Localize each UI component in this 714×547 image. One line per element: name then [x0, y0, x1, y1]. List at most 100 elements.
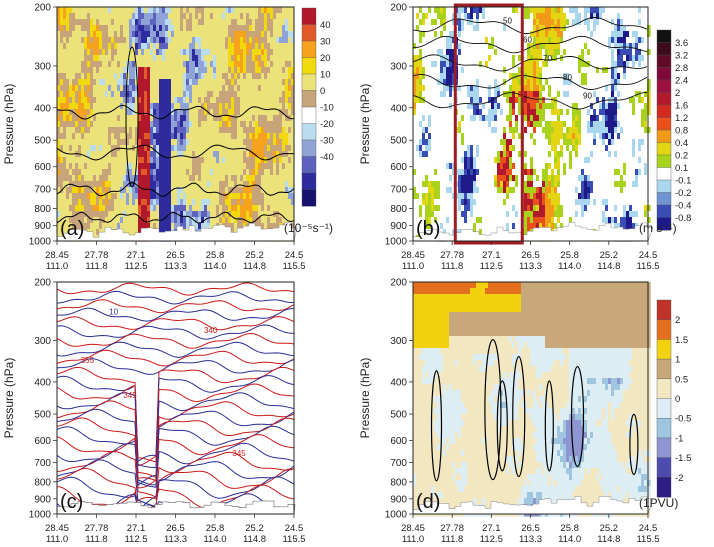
- heatmap-cell: [150, 61, 154, 68]
- heatmap-cell: [72, 217, 76, 224]
- heatmap-cell: [470, 91, 474, 98]
- heatmap-cell: [84, 121, 88, 128]
- heatmap-cell: [138, 151, 142, 158]
- heatmap-cell: [249, 115, 253, 122]
- heatmap-cell: [419, 145, 423, 152]
- heatmap-cell: [231, 25, 235, 32]
- heatmap-cell: [605, 79, 609, 86]
- heatmap-cell: [527, 7, 531, 14]
- heatmap-cell: [183, 19, 187, 26]
- heatmap-cell: [416, 25, 420, 32]
- heatmap-cell: [234, 193, 238, 200]
- heatmap-cell: [270, 85, 274, 92]
- heatmap-cell: [195, 145, 199, 152]
- heatmap-cell: [144, 163, 148, 170]
- heatmap-cell: [587, 133, 591, 140]
- heatmap-cell: [225, 61, 229, 68]
- heatmap-cell: [222, 25, 226, 32]
- heatmap-cell: [162, 187, 166, 194]
- heatmap-cell: [548, 121, 552, 128]
- heatmap-cell: [114, 199, 118, 206]
- heatmap-cell: [57, 211, 61, 218]
- heatmap-cell: [75, 217, 79, 224]
- heatmap-cell: [150, 91, 154, 98]
- heatmap-cell: [500, 85, 504, 92]
- heatmap-cell: [491, 67, 495, 74]
- heatmap-cell: [641, 13, 645, 20]
- heatmap-cell: [273, 121, 277, 128]
- heatmap-cell: [174, 205, 178, 212]
- heatmap-cell: [249, 169, 253, 176]
- heatmap-cell: [470, 97, 474, 104]
- heatmap-cell: [572, 25, 576, 32]
- heatmap-cell: [512, 121, 516, 128]
- heatmap-cell: [512, 31, 516, 38]
- heatmap-cell: [500, 31, 504, 38]
- heatmap-cell: [72, 175, 76, 182]
- heatmap-cell: [581, 67, 585, 74]
- heatmap-cell: [72, 223, 76, 230]
- heatmap-cell: [647, 25, 651, 32]
- heatmap-cell: [213, 205, 217, 212]
- heatmap-cell: [171, 31, 175, 38]
- heatmap-cell: [246, 31, 250, 38]
- heatmap-cell: [413, 25, 417, 32]
- heatmap-cell: [66, 157, 70, 164]
- heatmap-cell: [243, 25, 247, 32]
- heatmap-cell: [174, 193, 178, 200]
- heatmap-cell: [276, 151, 280, 158]
- heatmap-cell: [243, 67, 247, 74]
- heatmap-cell: [207, 25, 211, 32]
- heatmap-cell: [467, 43, 471, 50]
- y-tick-label: 900: [34, 221, 51, 232]
- heatmap-cell: [195, 151, 199, 158]
- heatmap-cell: [141, 67, 145, 74]
- heatmap-cell: [72, 61, 76, 68]
- heatmap-cell: [413, 91, 417, 98]
- heatmap-cell: [632, 139, 636, 146]
- heatmap-cell: [156, 157, 160, 164]
- heatmap-cell: [114, 151, 118, 158]
- heatmap-cell: [566, 25, 570, 32]
- heatmap-cell: [105, 115, 109, 122]
- heatmap-cell: [126, 169, 130, 176]
- heatmap-cell: [174, 133, 178, 140]
- heatmap-cell: [237, 103, 241, 110]
- heatmap-cell: [485, 127, 489, 134]
- heatmap-cell: [93, 199, 97, 206]
- heatmap-cell: [72, 121, 76, 128]
- heatmap-cell: [291, 199, 295, 206]
- heatmap-cell: [557, 43, 561, 50]
- x-tick-label-lat: 28.45: [45, 250, 69, 261]
- heatmap-cell: [264, 151, 268, 158]
- heatmap-cell: [413, 37, 417, 44]
- heatmap-cell: [81, 37, 85, 44]
- heatmap-cell: [225, 19, 229, 26]
- heatmap-cell: [611, 115, 615, 122]
- heatmap-cell: [129, 217, 133, 224]
- heatmap-cell: [93, 13, 97, 20]
- heatmap-cell: [255, 157, 259, 164]
- heatmap-cell: [180, 103, 184, 110]
- heatmap-cell: [252, 121, 256, 128]
- heatmap-cell: [500, 37, 504, 44]
- heatmap-cell: [255, 133, 259, 140]
- heatmap-cell: [632, 7, 636, 14]
- heatmap-cell: [584, 127, 588, 134]
- heatmap-cell: [102, 133, 106, 140]
- heatmap-cell: [470, 55, 474, 62]
- heatmap-cell: [635, 13, 639, 20]
- heatmap-cell: [267, 211, 271, 218]
- heatmap-cell: [632, 73, 636, 80]
- heatmap-cell: [578, 115, 582, 122]
- heatmap-cell: [222, 61, 226, 68]
- heatmap-cell: [174, 151, 178, 158]
- heatmap-cell: [545, 7, 549, 14]
- heatmap-cell: [593, 127, 597, 134]
- heatmap-cell: [96, 121, 100, 128]
- heatmap-cell: [123, 109, 127, 116]
- heatmap-cell: [443, 109, 447, 116]
- heatmap-cell: [123, 31, 127, 38]
- heatmap-cell: [153, 175, 157, 182]
- heatmap-cell: [246, 187, 250, 194]
